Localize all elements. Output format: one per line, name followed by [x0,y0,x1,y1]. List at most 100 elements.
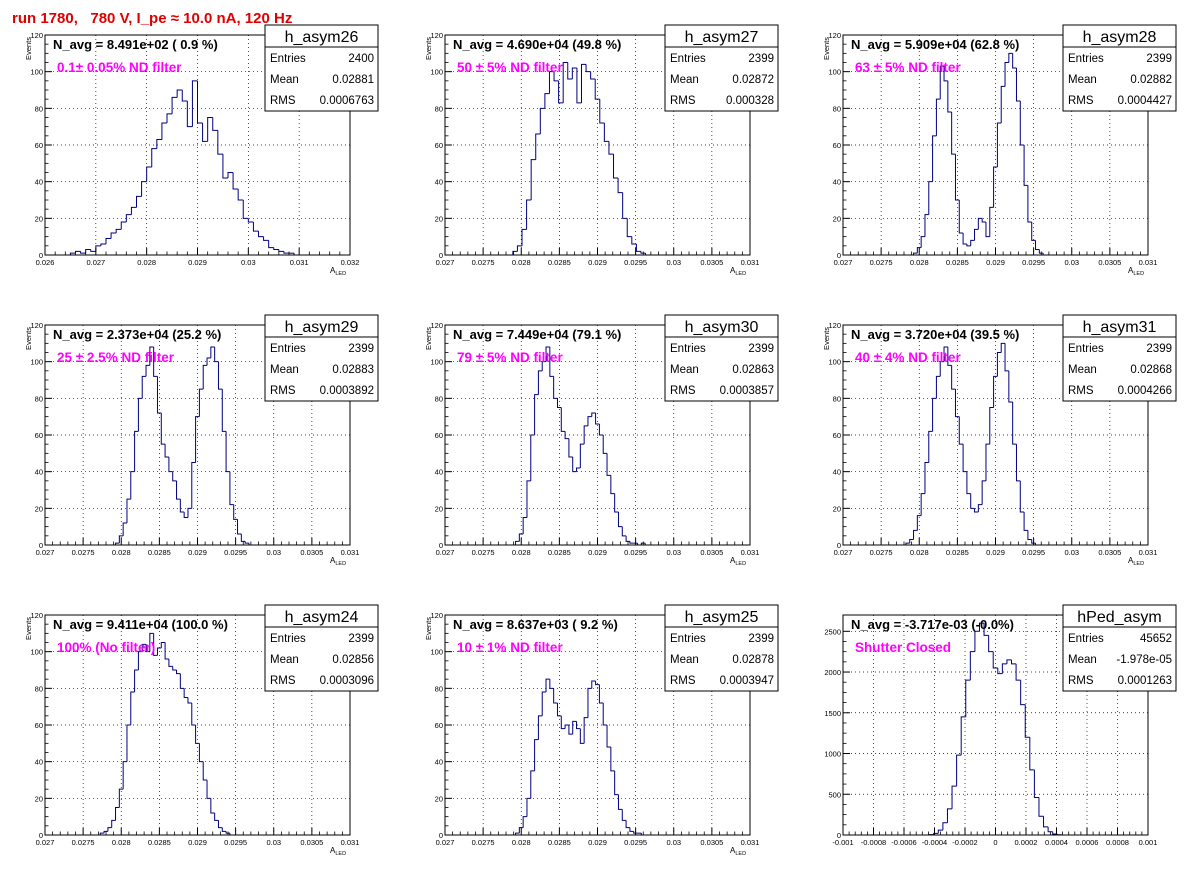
histogram-bin [164,444,169,458]
histogram-bin [526,480,531,518]
stats-value: 0.0006763 [320,95,374,107]
histogram-bin [974,630,980,652]
stats-label: Entries [670,633,706,645]
histogram-bin [960,716,966,756]
stats-value: 0.0003096 [320,675,374,687]
histogram-bin [237,189,244,201]
histogram-bin [515,540,520,545]
y-tick-label: 100 [430,68,443,77]
histogram-bin [99,832,105,835]
x-tick-label: 0.0008 [1106,838,1129,847]
y-axis-label: Events [424,37,433,60]
x-tick-label: 0.029 [588,548,607,557]
stats-label: RMS [270,675,296,687]
stats-value: 0.0003947 [720,675,774,687]
stats-box [664,336,779,402]
histogram-bin [179,673,185,689]
stats-label: RMS [270,385,296,397]
y-tick-label: 100 [430,648,443,657]
histogram-bin [943,66,948,82]
histogram-bin [141,643,147,652]
histogram-bin [583,425,588,445]
histogram-bin [549,679,554,689]
histogram-panel-h_asym30: 0.027 0.0275 0.028 0.0285 0.029 0.0295 0.03 0.0… [424,314,779,567]
x-tick-label: 0.031 [741,838,760,847]
histogram-bin [1029,737,1035,771]
x-tick-label: 0.029 [588,838,607,847]
y-tick-label: 20 [435,214,443,223]
y-tick-label: 60 [435,431,443,440]
x-tick-label: 0.0285 [548,548,571,557]
histogram-bin [183,512,188,518]
histogram-bin [983,623,989,636]
stats-box [664,626,779,692]
y-tick-label: 60 [35,721,43,730]
histogram-bin [232,172,239,190]
histogram-bin [160,413,166,445]
histogram-bin [608,141,614,155]
x-axis-label: ALED [330,556,346,567]
y-tick-label: 80 [833,394,841,403]
navg-label: N_avg = 3.720e+04 (39.5 %) [851,327,1019,342]
histogram-bin [217,361,223,390]
histogram-bin [913,252,918,255]
x-tick-label: 0.0275 [870,258,893,267]
histogram-bin [606,725,611,748]
histogram-bin [993,166,998,208]
histogram-bin [105,238,112,244]
y-tick-label: 20 [35,214,43,223]
histogram-bin [247,218,254,223]
histogram-title: h_asym24 [285,609,359,626]
x-tick-label: 0.0285 [148,838,171,847]
histogram-bin [610,475,615,495]
x-tick-label: 0.028 [512,548,531,557]
histogram-bin [913,529,918,540]
histogram-bin [195,416,200,463]
histogram-bin [633,831,638,834]
histogram-bin [137,397,143,432]
y-tick-label: 0 [439,831,443,840]
stats-label: Mean [670,654,699,666]
stats-value: 0.02872 [732,74,774,86]
histogram-bin [920,493,925,516]
y-tick-label: 60 [833,431,841,440]
histogram-bin [186,101,193,128]
x-tick-label: 0.0295 [624,838,647,847]
histogram-bin [932,397,937,432]
x-tick-label: 0.0285 [548,838,571,847]
histogram-bin [585,64,591,73]
y-tick-label: 40 [435,468,443,477]
y-tick-label: 20 [833,504,841,513]
histogram-bin [120,221,127,230]
stats-label: Entries [670,53,706,65]
histogram-bin [564,724,569,729]
histogram-bin [916,247,922,254]
histogram-bin [122,761,127,790]
y-tick-label: 120 [430,321,443,330]
y-tick-label: 100 [828,68,841,77]
histogram-bin [935,375,941,399]
histogram-bin [985,443,990,481]
histogram-bin [981,218,986,223]
histogram-title: h_asym25 [685,609,759,626]
x-tick-label: 0.028 [512,838,531,847]
run-title: run 1780, 780 V, I_pe ≈ 10.0 nA, 120 Hz [12,10,293,27]
stats-value: 2399 [1146,343,1172,355]
histogram-bin [1031,539,1036,544]
histogram-bin [263,236,269,241]
histogram-bin [202,761,208,781]
x-tick-label: 0.0305 [1098,548,1121,557]
filter-label: Shutter Closed [855,640,951,655]
x-tick-label: 0.027 [86,258,105,267]
x-tick-label: 0.03 [1064,258,1079,267]
x-tick-label: 0.0275 [72,838,95,847]
histogram-bin [977,217,983,230]
histogram-bin [978,622,985,632]
histogram-bin [206,357,211,366]
histogram-bin [217,130,223,155]
histogram-bin [100,243,106,246]
histogram-bin [221,827,227,832]
histogram-bin [977,504,983,512]
histogram-bin [1052,831,1058,835]
